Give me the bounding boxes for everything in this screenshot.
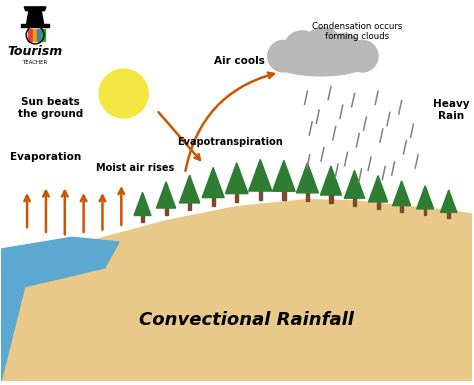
Circle shape [268,40,299,72]
Circle shape [284,31,320,67]
Text: Heavy
Rain: Heavy Rain [433,99,469,121]
Polygon shape [447,213,450,218]
Polygon shape [320,166,342,195]
Polygon shape [1,199,472,381]
Circle shape [326,33,361,68]
Polygon shape [27,11,44,24]
Text: Convectional Rainfall: Convectional Rainfall [139,311,354,329]
Polygon shape [156,182,176,208]
Polygon shape [353,198,356,206]
Polygon shape [424,209,427,215]
Ellipse shape [273,49,368,76]
Text: Air cools: Air cools [214,55,264,65]
Polygon shape [400,206,403,212]
Text: Evapotranspiration: Evapotranspiration [177,137,283,147]
Polygon shape [202,167,224,198]
Polygon shape [282,191,285,199]
Polygon shape [440,190,457,213]
Polygon shape [344,171,365,198]
Polygon shape [417,186,434,209]
Text: Sun beats
the ground: Sun beats the ground [18,97,83,119]
Text: Tourism: Tourism [8,45,63,58]
Polygon shape [306,193,309,201]
Polygon shape [296,163,319,193]
Polygon shape [392,181,410,206]
Polygon shape [21,24,49,27]
Text: TEACHER: TEACHER [22,60,48,65]
Polygon shape [273,161,295,191]
Polygon shape [28,29,32,41]
Text: Evaporation: Evaporation [10,152,82,162]
Circle shape [304,28,342,66]
Polygon shape [329,195,333,203]
Polygon shape [1,237,119,381]
Polygon shape [37,29,40,41]
Circle shape [346,40,378,72]
Polygon shape [24,7,46,11]
Text: Moist air rises: Moist air rises [96,163,174,173]
Polygon shape [226,163,248,194]
Polygon shape [41,29,45,41]
Polygon shape [180,175,200,203]
Polygon shape [33,29,36,41]
Circle shape [99,69,148,118]
Polygon shape [164,208,167,215]
Text: Condensation occurs
forming clouds: Condensation occurs forming clouds [312,22,402,41]
Polygon shape [211,198,215,206]
Polygon shape [188,203,191,210]
Polygon shape [258,191,262,199]
Polygon shape [134,192,151,216]
Polygon shape [377,202,380,209]
Polygon shape [249,159,272,191]
Polygon shape [235,194,238,202]
Polygon shape [141,216,144,222]
Polygon shape [368,176,388,202]
